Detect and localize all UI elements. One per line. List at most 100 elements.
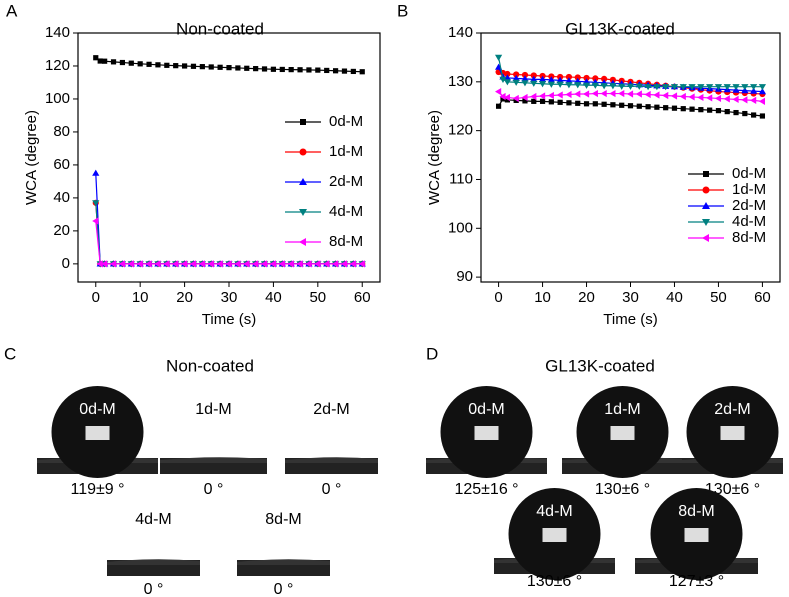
- y-tick-label: 100: [45, 90, 70, 107]
- marker: [583, 74, 590, 82]
- marker: [97, 58, 103, 64]
- marker: [504, 97, 510, 103]
- marker: [93, 55, 99, 61]
- photo-surface: [107, 559, 200, 565]
- marker: [548, 99, 554, 105]
- marker: [314, 260, 321, 268]
- legend-marker: [703, 171, 709, 177]
- marker: [226, 65, 232, 71]
- marker: [750, 87, 758, 94]
- droplet-highlight: [542, 528, 567, 542]
- marker: [680, 106, 686, 112]
- marker: [350, 68, 356, 75]
- panel-label: D: [426, 344, 438, 363]
- angle-caption: 119±9 °: [70, 481, 124, 498]
- sample-label: 4d-M: [135, 511, 171, 528]
- marker: [574, 74, 581, 81]
- angle-caption: 130±6 °: [527, 573, 582, 590]
- marker: [225, 260, 232, 268]
- marker: [635, 83, 643, 90]
- legend-label: 8d-M: [329, 233, 363, 250]
- angle-caption: 127±3 °: [669, 573, 724, 590]
- marker: [118, 260, 126, 268]
- marker: [324, 67, 330, 74]
- marker: [538, 81, 547, 88]
- marker: [531, 98, 537, 104]
- marker: [706, 94, 713, 102]
- marker: [583, 101, 590, 107]
- marker: [592, 101, 598, 107]
- droplet-label: 4d-M: [536, 503, 572, 520]
- x-tick-label: 0: [494, 289, 502, 306]
- marker: [297, 67, 303, 73]
- marker: [618, 83, 626, 90]
- legend-label: 4d-M: [732, 213, 766, 230]
- marker: [340, 260, 348, 268]
- marker: [102, 58, 108, 64]
- panel-label: A: [6, 1, 18, 20]
- panel-title: Non-coated: [166, 356, 254, 375]
- marker: [155, 62, 161, 68]
- marker: [547, 81, 555, 88]
- marker: [670, 92, 678, 100]
- marker: [278, 260, 285, 268]
- marker: [609, 83, 617, 90]
- marker: [522, 98, 528, 104]
- marker: [521, 80, 529, 87]
- x-tick-label: 60: [354, 289, 371, 306]
- marker: [164, 62, 170, 68]
- marker: [538, 92, 546, 100]
- marker: [244, 65, 250, 71]
- marker: [663, 105, 669, 111]
- sample-label: 2d-M: [313, 401, 349, 418]
- marker: [627, 103, 634, 109]
- marker: [538, 75, 547, 82]
- marker: [287, 260, 294, 268]
- marker: [530, 80, 538, 87]
- chart-title: GL13K-coated: [565, 19, 675, 38]
- marker: [499, 92, 506, 101]
- marker: [714, 94, 722, 103]
- marker: [92, 169, 100, 176]
- marker: [679, 92, 686, 101]
- series-line: [95, 173, 363, 265]
- droplet-highlight: [474, 426, 499, 440]
- marker: [591, 89, 598, 98]
- marker: [635, 90, 642, 98]
- marker: [503, 79, 511, 86]
- marker: [494, 54, 503, 62]
- marker: [499, 76, 507, 83]
- legend-marker: [702, 219, 710, 226]
- marker: [644, 84, 652, 91]
- marker: [697, 93, 704, 102]
- marker: [636, 103, 642, 109]
- marker: [306, 67, 312, 73]
- marker: [758, 97, 766, 105]
- marker: [653, 91, 660, 99]
- marker: [714, 84, 723, 91]
- x-tick-label: 30: [622, 289, 639, 306]
- series-line: [95, 220, 363, 265]
- marker: [688, 93, 695, 101]
- marker: [110, 59, 117, 65]
- marker: [662, 91, 669, 100]
- marker: [500, 96, 506, 102]
- marker: [758, 84, 767, 91]
- marker: [305, 260, 312, 268]
- legend-marker: [299, 238, 306, 246]
- marker: [556, 91, 563, 99]
- x-tick-label: 60: [754, 289, 771, 306]
- marker: [503, 93, 510, 102]
- marker: [732, 95, 739, 103]
- marker: [556, 81, 564, 88]
- marker: [279, 66, 285, 73]
- marker: [600, 89, 607, 98]
- angle-caption: 0 °: [204, 481, 224, 498]
- x-tick-label: 10: [534, 289, 551, 306]
- marker: [260, 260, 268, 268]
- marker: [600, 83, 608, 90]
- marker: [323, 260, 330, 268]
- series-line: [95, 202, 363, 265]
- legend-marker: [300, 119, 306, 125]
- marker: [609, 89, 616, 98]
